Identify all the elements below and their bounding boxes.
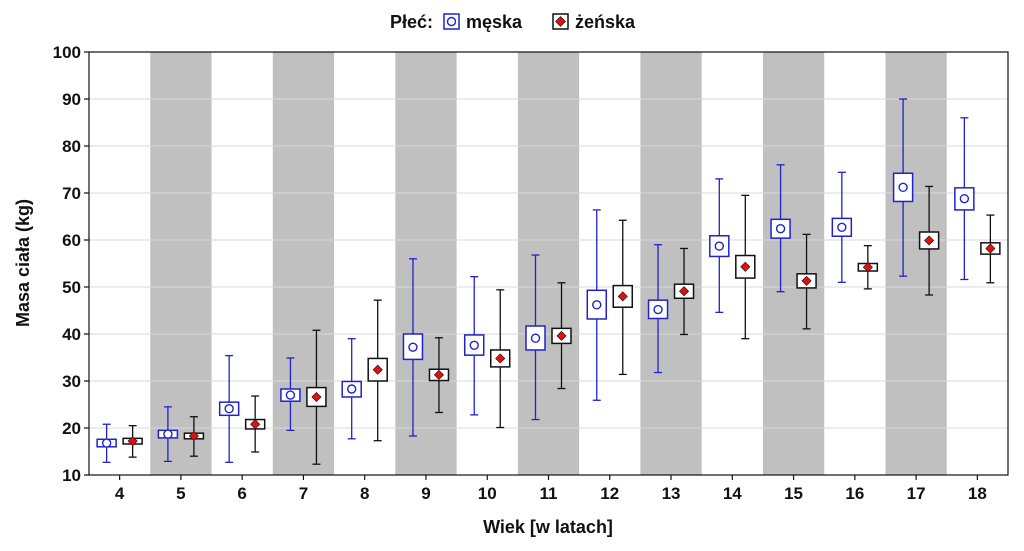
y-tick-label-10: 10	[62, 466, 81, 485]
x-axis-title: Wiek [w latach]	[483, 517, 613, 537]
x-tick-label-16: 16	[845, 484, 864, 503]
female-10-center-marker	[495, 353, 506, 364]
shaded-band-17	[885, 52, 947, 475]
female-4-center-marker	[127, 436, 138, 447]
female-13-center-marker	[679, 286, 690, 297]
legend-female-diamond-marker	[555, 16, 566, 27]
female-9-center-marker	[433, 369, 444, 380]
male-13-center-marker	[653, 304, 663, 315]
female-12-center-marker	[617, 291, 628, 302]
shaded-band-5	[150, 52, 212, 475]
female-5-center-marker	[188, 430, 199, 442]
female-11-center-marker	[556, 330, 567, 341]
y-tick-label-80: 80	[62, 137, 81, 156]
female-15-center-marker	[801, 275, 812, 286]
series-male	[96, 98, 975, 463]
x-tick-label-17: 17	[907, 484, 926, 503]
legend-female-label: żeńska	[575, 12, 636, 32]
shaded-band-7	[272, 52, 335, 475]
x-tick-label-11: 11	[540, 484, 558, 503]
axes: 10 20 30 40 50 60 70 80 90 100 4 5 6 7 8 9 10 11 12 13 14 15 1…	[53, 43, 1009, 503]
male-7-center-marker	[285, 390, 296, 400]
x-tick-label-5: 5	[176, 484, 185, 503]
shaded-band-15	[762, 52, 825, 475]
y-tick-label-100: 100	[53, 43, 81, 62]
shaded-band-11	[517, 52, 580, 475]
x-tick-label-15: 15	[784, 484, 803, 503]
shaded-band-9	[395, 52, 457, 475]
legend-male-circle-marker	[446, 16, 457, 27]
y-tick-label-20: 20	[62, 419, 81, 438]
male-8-center-marker	[347, 384, 357, 394]
y-tick-label-90: 90	[62, 90, 81, 109]
x-tick-label-18: 18	[968, 484, 987, 503]
male-5-center-marker	[163, 429, 173, 439]
y-tick-label-40: 40	[62, 325, 81, 344]
shaded-band-13	[640, 52, 702, 475]
data-marks	[96, 98, 1001, 465]
female-7-center-marker	[311, 391, 322, 403]
x-tick-label-7: 7	[299, 484, 308, 503]
legend-male-label: męska	[466, 12, 523, 32]
male-11-center-marker	[530, 333, 541, 343]
y-tick-label-70: 70	[62, 184, 81, 203]
male-9-center-marker	[408, 342, 418, 352]
x-tick-label-9: 9	[421, 484, 430, 503]
x-tick-label-10: 10	[478, 484, 497, 503]
male-6-center-marker	[224, 404, 234, 414]
female-16-center-marker	[862, 262, 873, 273]
female-8-center-marker	[372, 364, 383, 375]
male-17-center-marker	[898, 182, 908, 193]
y-axis-title: Masa ciała (kg)	[13, 199, 33, 327]
female-6-center-marker	[250, 419, 261, 430]
x-tick-label-8: 8	[360, 484, 369, 503]
plot-background	[89, 52, 1008, 475]
y-tick-label-50: 50	[62, 278, 81, 297]
male-12-center-marker	[592, 300, 602, 310]
male-10-center-marker	[469, 340, 479, 350]
male-4-center-marker	[101, 438, 112, 448]
female-17-center-marker	[924, 235, 935, 246]
female-18-center-marker	[985, 243, 996, 254]
x-tick-label-13: 13	[662, 484, 681, 503]
legend: Płeć: męska żeńska	[390, 12, 636, 32]
x-tick-label-4: 4	[115, 484, 125, 503]
male-18-center-marker	[959, 193, 970, 204]
female-14-center-marker	[740, 261, 751, 272]
male-14-center-marker	[714, 241, 724, 251]
y-tick-label-30: 30	[62, 372, 81, 391]
y-tick-label-60: 60	[62, 231, 81, 250]
series-female	[122, 185, 1001, 465]
x-tick-label-12: 12	[600, 484, 619, 503]
male-16-center-marker	[837, 222, 847, 233]
x-tick-label-14: 14	[723, 484, 742, 503]
legend-entry-male: męska	[443, 12, 523, 32]
legend-entry-female: żeńska	[552, 12, 636, 32]
male-15-center-marker	[775, 224, 786, 234]
x-tick-label-6: 6	[237, 484, 246, 503]
legend-title: Płeć:	[390, 12, 433, 32]
